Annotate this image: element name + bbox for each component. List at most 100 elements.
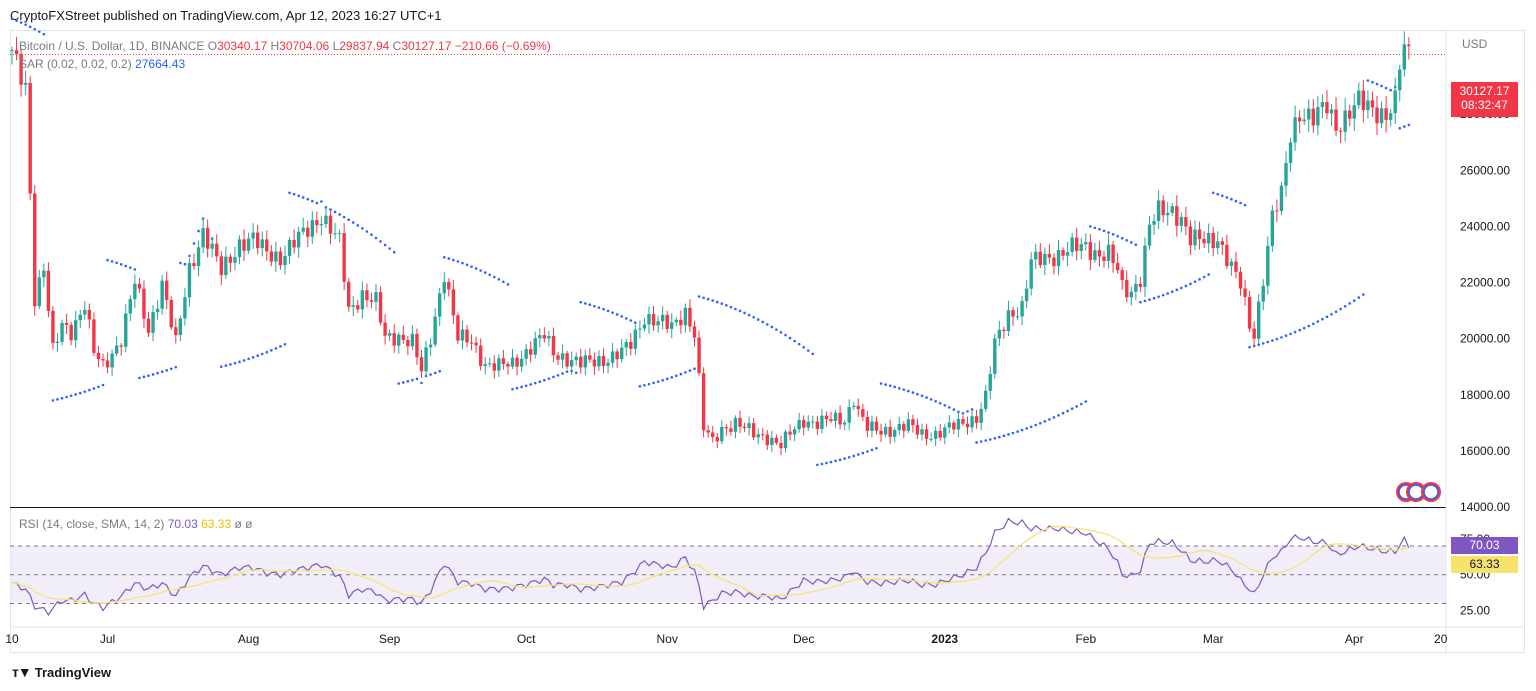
sar-dot bbox=[1375, 82, 1379, 86]
time-tick-label: Aug bbox=[238, 632, 259, 646]
candle bbox=[1206, 223, 1211, 253]
sar-dot bbox=[101, 383, 105, 387]
sar-dot bbox=[1284, 334, 1288, 337]
sar-dot bbox=[78, 391, 82, 395]
sar-dot bbox=[279, 345, 282, 348]
sar-dot bbox=[970, 408, 974, 411]
sar-dot bbox=[747, 313, 751, 317]
candle bbox=[410, 325, 415, 351]
sar-dot bbox=[474, 267, 478, 270]
candle bbox=[642, 317, 647, 332]
sar-dot bbox=[1330, 312, 1333, 316]
sar-dot bbox=[1243, 203, 1247, 207]
sar-dot bbox=[1225, 196, 1229, 199]
sar-dot bbox=[388, 247, 391, 250]
candle bbox=[606, 358, 610, 374]
candle bbox=[1102, 250, 1106, 268]
sar-dot bbox=[975, 441, 978, 444]
candle bbox=[906, 411, 911, 434]
candle bbox=[10, 46, 14, 65]
candle bbox=[383, 314, 387, 345]
candle bbox=[965, 416, 970, 435]
sar-dot bbox=[142, 375, 146, 379]
candle bbox=[283, 245, 287, 275]
sar-dot bbox=[934, 399, 937, 403]
sar-dot bbox=[69, 394, 73, 398]
rsi-legend[interactable]: RSI (14, close, SMA, 14, 2) 70.03 63.33 … bbox=[19, 517, 252, 531]
sar-dot bbox=[756, 318, 760, 321]
sar-dot bbox=[1043, 420, 1047, 423]
sar-dot bbox=[1152, 296, 1156, 300]
sar-dot bbox=[301, 196, 305, 199]
candle bbox=[1020, 295, 1024, 326]
sar-dot bbox=[24, 23, 27, 26]
event-icons-group[interactable] bbox=[1396, 482, 1441, 502]
candlestick-series bbox=[10, 31, 1411, 456]
sar-dot bbox=[998, 435, 1001, 439]
footer-brand[interactable]: ᴛ▼ TradingView bbox=[12, 664, 111, 680]
candle bbox=[419, 349, 424, 379]
candle bbox=[1216, 231, 1220, 255]
candle bbox=[1175, 195, 1179, 237]
candle bbox=[465, 325, 469, 348]
sar-dot bbox=[1079, 402, 1083, 406]
rsi-tick-label: 25.00 bbox=[1460, 604, 1490, 618]
sar-dot bbox=[1143, 299, 1147, 303]
candle bbox=[1202, 231, 1206, 249]
candle bbox=[560, 344, 565, 369]
sar-dot bbox=[1261, 342, 1265, 345]
candle bbox=[233, 246, 237, 271]
sar-dot bbox=[379, 240, 382, 243]
candle bbox=[1284, 151, 1288, 197]
sar-dot bbox=[547, 377, 551, 380]
candle bbox=[847, 399, 851, 430]
countdown-value: 08:32:47 bbox=[1461, 98, 1508, 112]
sar-dot bbox=[706, 297, 710, 301]
candle bbox=[979, 402, 983, 431]
sar-dot bbox=[1334, 310, 1338, 313]
sar-dot bbox=[447, 257, 451, 260]
sar-dot bbox=[233, 361, 237, 365]
price-legend[interactable]: Bitcoin / U.S. Dollar, 1D, BINANCE O3034… bbox=[19, 39, 551, 53]
candle bbox=[1220, 237, 1224, 256]
sar-dot bbox=[866, 450, 869, 453]
sar-dot bbox=[133, 268, 137, 271]
rsi-series bbox=[11, 517, 1410, 617]
axis-layer: 14000.00 16000.00 18000.00 20000.00 22000.00… bbox=[5, 107, 1510, 646]
candle bbox=[601, 348, 606, 374]
candle bbox=[911, 414, 915, 433]
sar-dot bbox=[1139, 300, 1142, 304]
sar-dot bbox=[174, 365, 178, 369]
sar-dot bbox=[1312, 322, 1315, 326]
chart-frame[interactable] bbox=[10, 30, 1525, 653]
sar-dot bbox=[151, 373, 155, 376]
candle bbox=[442, 272, 446, 301]
candle bbox=[78, 309, 82, 329]
sar-dot bbox=[356, 224, 360, 227]
candle bbox=[1170, 203, 1174, 217]
candle bbox=[1070, 232, 1074, 257]
candle bbox=[1056, 239, 1061, 276]
sar-dot bbox=[606, 309, 610, 313]
candle bbox=[579, 348, 583, 374]
candle bbox=[583, 349, 587, 376]
candle bbox=[779, 435, 783, 456]
candle bbox=[656, 315, 660, 333]
sar-dot bbox=[1357, 296, 1361, 299]
candle bbox=[865, 410, 870, 438]
candle bbox=[1234, 251, 1238, 279]
candle bbox=[674, 317, 678, 327]
sar-legend[interactable]: SAR (0.02, 0.02, 0.2) 27664.43 bbox=[19, 57, 185, 71]
sar-dot bbox=[1102, 229, 1106, 233]
sar-dot bbox=[483, 271, 487, 274]
candle bbox=[588, 348, 592, 363]
candle bbox=[1006, 300, 1011, 337]
candle bbox=[683, 303, 688, 333]
candle bbox=[33, 185, 37, 316]
candle bbox=[574, 352, 578, 366]
sar-dot bbox=[1321, 317, 1324, 321]
candle bbox=[46, 262, 51, 318]
candle bbox=[879, 423, 883, 443]
sar-dot bbox=[1198, 278, 1201, 281]
